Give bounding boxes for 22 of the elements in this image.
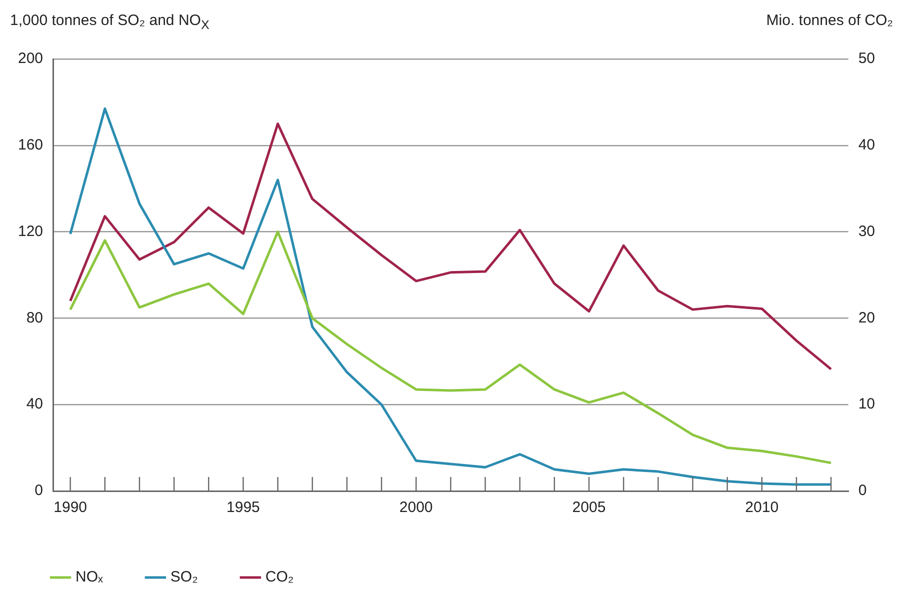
y2-tick-label: 20 [858, 309, 876, 326]
y2-tick-label: 10 [858, 396, 876, 413]
y-tick-label: 80 [26, 309, 44, 326]
legend-label: NOₓ [76, 568, 103, 586]
y2-tick-label: 50 [858, 50, 876, 68]
y2-tick-label: 40 [858, 136, 876, 154]
x-tick-label: 2005 [572, 499, 606, 516]
y-tick-label: 0 [34, 482, 44, 500]
legend-label: SO₂ [170, 568, 198, 586]
y-axis-title: 1,000 tonnes of SO₂ and NO$_{X}$ [10, 12, 210, 32]
y-tick-label: 120 [18, 222, 44, 240]
x-tick-label: 1990 [54, 499, 88, 516]
x-tick-label: 2010 [745, 499, 779, 516]
y2-axis-title: Mio. tonnes of CO₂ [766, 12, 893, 29]
y-tick-label: 160 [18, 136, 44, 154]
y2-tick-label: 0 [858, 482, 867, 500]
x-tick-label: 2000 [399, 499, 433, 516]
y-tick-label: 200 [18, 50, 44, 68]
y2-tick-label: 30 [858, 222, 876, 240]
legend-label: CO₂ [265, 568, 294, 586]
x-tick-label: 1995 [226, 499, 260, 516]
y-tick-label: 40 [26, 396, 44, 413]
